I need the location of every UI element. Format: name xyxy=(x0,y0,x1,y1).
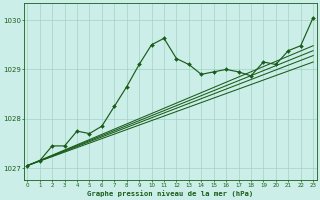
X-axis label: Graphe pression niveau de la mer (hPa): Graphe pression niveau de la mer (hPa) xyxy=(87,190,253,197)
